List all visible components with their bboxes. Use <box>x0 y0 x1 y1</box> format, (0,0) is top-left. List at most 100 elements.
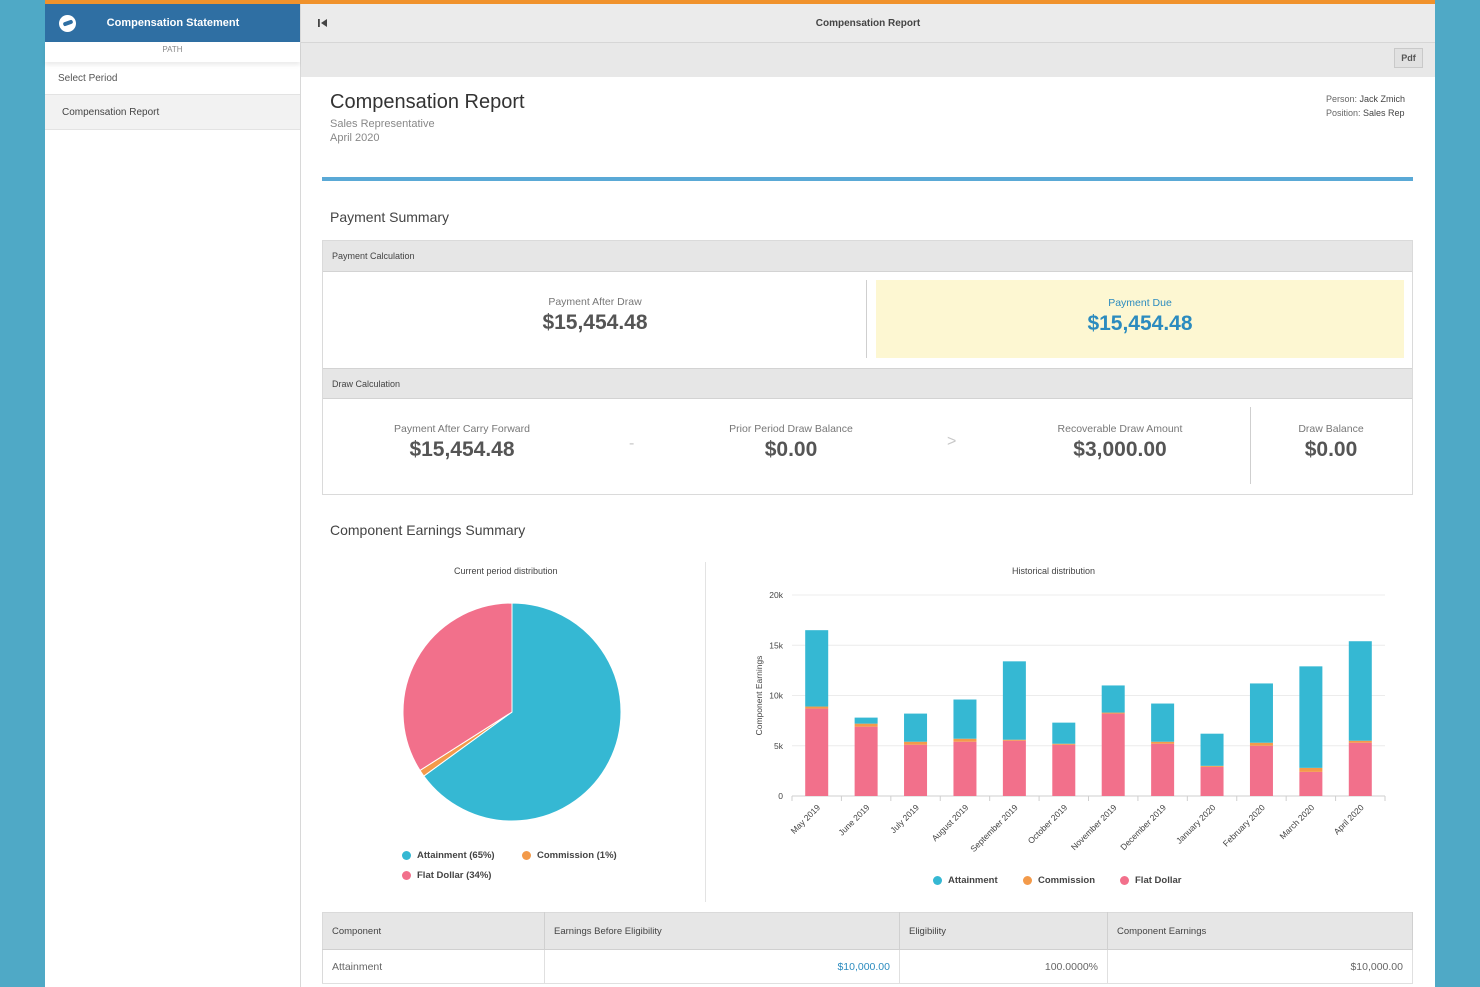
x-tick-label: June 2019 <box>836 802 871 837</box>
pie-slice-flat-dollar <box>402 602 513 772</box>
bar-legend-attainment[interactable]: Attainment <box>933 875 998 886</box>
pdf-button[interactable]: Pdf <box>1394 48 1423 68</box>
x-tick-label: April 2020 <box>1332 802 1366 836</box>
legend-label: Attainment (65%) <box>417 850 495 861</box>
header-divider <box>322 177 1413 181</box>
bar-commission <box>904 741 928 745</box>
bar-commission <box>854 723 878 727</box>
column-header[interactable]: Earnings Before Eligibility <box>544 912 900 950</box>
bar-flat-dollar <box>1151 743 1175 796</box>
bar-caption: Historical distribution <box>1012 566 1096 576</box>
bar-flat-dollar <box>1002 740 1026 796</box>
path-label: PATH <box>45 42 300 62</box>
pie-chart <box>402 602 622 822</box>
pie-legend-flat-dollar[interactable]: Flat Dollar (34%) <box>402 870 491 881</box>
x-tick-label: December 2019 <box>1118 802 1168 852</box>
person-info: Person: Jack Zmich Position: Sales Rep <box>1326 92 1405 120</box>
payment-summary-title: Payment Summary <box>330 209 450 225</box>
bar-attainment <box>1200 733 1224 766</box>
bar-attainment <box>805 630 829 707</box>
draw-balance-value: $0.00 <box>1304 438 1358 461</box>
legend-dot <box>402 851 411 860</box>
position-value: Sales Rep <box>1362 108 1405 118</box>
table-row: Attainment $10,000.00 100.0000% $10,000.… <box>322 949 1413 984</box>
y-tick-label: 10k <box>769 691 783 701</box>
x-tick-label: January 2020 <box>1174 802 1218 846</box>
charts-area: Current period distribution Attainment (… <box>322 560 1413 905</box>
x-tick-label: July 2019 <box>888 802 921 835</box>
bar-attainment <box>1299 666 1323 768</box>
position-label: Position: <box>1325 108 1361 118</box>
sidebar: Compensation Statement PATH Select Perio… <box>45 4 301 987</box>
minus-operator: - <box>629 435 635 452</box>
sidebar-header: Compensation Statement <box>45 4 300 42</box>
x-tick-label: February 2020 <box>1221 802 1267 848</box>
bar-flat-dollar <box>1052 744 1076 796</box>
bar-commission <box>1101 712 1125 714</box>
x-tick-label: March 2020 <box>1277 802 1316 841</box>
bar-attainment <box>1348 641 1372 741</box>
app-window: Compensation Statement PATH Select Perio… <box>45 0 1435 987</box>
payment-after-draw: Payment After Draw $15,454.48 <box>323 296 867 335</box>
page-title: Compensation Report <box>815 18 921 29</box>
pie-slice-attainment <box>423 602 622 822</box>
payment-calculation-row: Payment After Draw $15,454.48 Payment Du… <box>323 272 1412 368</box>
legend-label: Flat Dollar (34%) <box>417 870 492 881</box>
legend-dot <box>1120 876 1129 885</box>
bar-legend-flat-dollar[interactable]: Flat Dollar <box>1120 875 1181 886</box>
component-earnings-title: Component Earnings Summary <box>330 522 526 538</box>
draw-balance-label: Draw Balance <box>1298 423 1364 435</box>
bar-flat-dollar <box>1101 713 1125 796</box>
collapse-sidebar-icon[interactable] <box>318 18 328 28</box>
draw-calculation-header: Draw Calculation <box>323 368 1412 399</box>
cell-component: Attainment <box>322 949 545 984</box>
bar-commission <box>1348 740 1372 743</box>
toolbar: Pdf <box>301 43 1435 77</box>
person-value: Jack Zmich <box>1359 94 1405 104</box>
topbar: Compensation Report <box>301 4 1435 43</box>
payment-due-box: Payment Due $15,454.48 <box>876 280 1404 358</box>
payment-due-value: $15,454.48 <box>1087 312 1193 335</box>
pie-legend-commission[interactable]: Commission (1%) <box>522 850 617 861</box>
y-tick-label: 5k <box>774 741 784 751</box>
column-header[interactable]: Eligibility <box>899 912 1108 950</box>
legend-label: Commission (1%) <box>537 850 617 861</box>
legend-dot <box>402 871 411 880</box>
bar-commission <box>1299 767 1323 772</box>
pie-legend-attainment[interactable]: Attainment (65%) <box>402 850 495 861</box>
bar-attainment <box>953 699 977 739</box>
column-header[interactable]: Component <box>322 912 545 950</box>
pie-caption: Current period distribution <box>454 566 558 576</box>
prior-period-draw-balance: Prior Period Draw Balance $0.00 <box>691 423 891 462</box>
column-header[interactable]: Component Earnings <box>1107 912 1413 950</box>
carry-forward-label: Payment After Carry Forward <box>394 423 530 435</box>
bar-commission <box>1151 741 1175 744</box>
bar-attainment <box>1052 722 1076 744</box>
sidebar-item-compensation-report[interactable]: Compensation Report <box>45 95 300 130</box>
logo-icon <box>59 14 76 32</box>
cell-component-earnings: $10,000.00 <box>1107 949 1413 984</box>
x-tick-label: November 2019 <box>1069 802 1119 852</box>
bar-flat-dollar <box>1299 771 1323 796</box>
report-period: April 2020 <box>330 132 380 144</box>
payment-after-carry-forward: Payment After Carry Forward $15,454.48 <box>323 423 601 462</box>
y-tick-label: 15k <box>769 640 783 650</box>
divider <box>866 280 867 358</box>
payment-due-label: Payment Due <box>1108 297 1172 309</box>
y-axis-label: Component Earnings <box>754 656 764 736</box>
recoverable-value: $3,000.00 <box>1073 438 1167 461</box>
greater-than-operator: > <box>947 433 957 450</box>
draw-balance: Draw Balance $0.00 <box>1251 423 1411 462</box>
x-tick-label: August 2019 <box>930 802 971 843</box>
bar-flat-dollar <box>805 708 829 796</box>
bar-attainment <box>904 713 928 742</box>
bar-legend-commission[interactable]: Commission <box>1023 875 1095 886</box>
recoverable-draw-amount: Recoverable Draw Amount $3,000.00 <box>1013 423 1227 462</box>
main-content: Compensation Report Pdf Compensation Rep… <box>301 4 1435 987</box>
sidebar-item-select-period[interactable]: Select Period <box>45 62 300 95</box>
y-tick-label: 20k <box>769 590 783 600</box>
cell-earnings-before-eligibility[interactable]: $10,000.00 <box>544 949 900 984</box>
bar-flat-dollar <box>1200 766 1224 796</box>
report-title: Compensation Report <box>330 91 525 113</box>
person-label: Person: <box>1325 94 1357 104</box>
